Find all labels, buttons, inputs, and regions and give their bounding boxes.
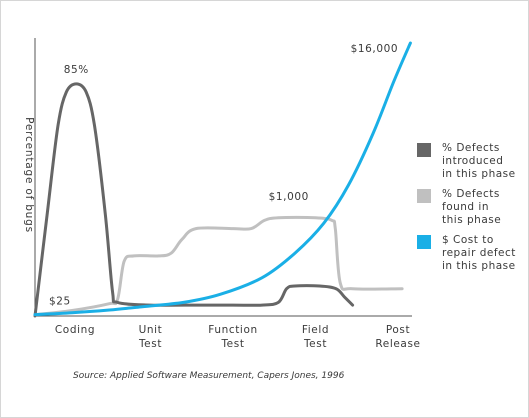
x-tick-label-post-release: Post Release xyxy=(375,324,420,350)
series-line-defects-found-in-this-phase xyxy=(33,215,404,317)
legend-item-repair-cost: $ Cost to repair defect in this phase xyxy=(417,234,516,272)
x-tick-label-unit-test: Unit Test xyxy=(138,324,162,350)
series-line-defects-introduced-in-this-phase xyxy=(33,82,355,318)
legend: % Defects introduced in this phase % Defec… xyxy=(417,142,516,272)
annotation-16-000: $16,000 xyxy=(351,43,399,55)
legend-item-defects-introduced: % Defects introduced in this phase xyxy=(417,142,516,180)
y-axis-label: Percentage of bugs xyxy=(23,117,35,233)
source-note: Source: Applied Software Measurement, Ca… xyxy=(73,371,345,381)
legend-label-defects-found: % Defects found in this phase xyxy=(442,188,501,226)
legend-swatch-defects-found xyxy=(417,189,431,203)
annotations: 85% $25 $1,000 $16,000 xyxy=(49,43,398,308)
legend-label-repair-cost: $ Cost to repair defect in this phase xyxy=(442,234,516,272)
series-layer xyxy=(33,41,412,318)
x-tick-label-coding: Coding xyxy=(55,324,95,336)
legend-label-defects-introduced: % Defects introduced in this phase xyxy=(442,142,516,180)
annotation-25: $25 xyxy=(49,296,71,308)
legend-item-defects-found: % Defects found in this phase xyxy=(417,188,501,226)
x-tick-label-function-test: Function Test xyxy=(208,324,257,350)
annotation-1-000: $1,000 xyxy=(269,191,309,203)
x-tick-label-field-test: Field Test xyxy=(302,324,329,350)
legend-swatch-repair-cost xyxy=(417,235,431,249)
legend-swatch-defects-introduced xyxy=(417,143,431,157)
annotation-85: 85% xyxy=(64,64,89,76)
series-line-cost-to-repair-defect-in-this-phase xyxy=(33,41,412,317)
x-tick-labels: Coding Unit Test Function Test Field Test Post R… xyxy=(55,324,420,350)
